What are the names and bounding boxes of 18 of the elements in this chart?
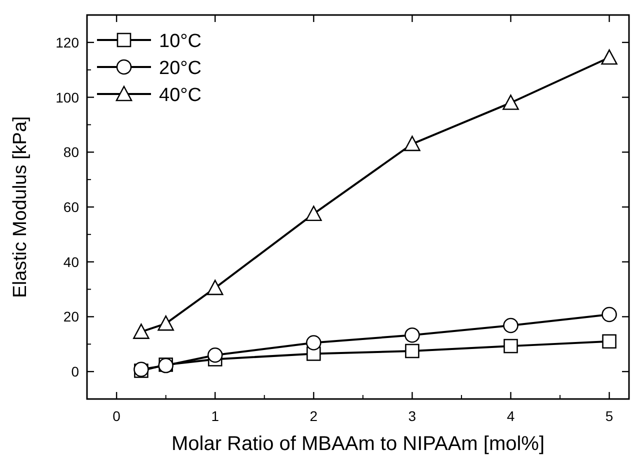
y-tick-label: 0 — [71, 364, 80, 380]
y-tick-label: 120 — [56, 34, 80, 50]
y-tick-label: 80 — [63, 144, 80, 160]
x-tick-label: 1 — [211, 408, 220, 424]
legend-label: 20°C — [159, 58, 202, 79]
y-axis-title: Elastic Modulus [kPa] — [10, 116, 31, 298]
x-tick-label: 0 — [112, 408, 121, 424]
legend-label: 40°C — [159, 85, 202, 106]
y-tick-label: 20 — [63, 308, 80, 325]
x-tick-label: 5 — [605, 408, 614, 424]
x-tick-label: 2 — [310, 408, 318, 424]
x-axis-title: Molar Ratio of MBAAm to NIPAAm [mol%] — [171, 433, 545, 455]
y-tick-label: 100 — [56, 89, 80, 106]
legend-label: 10°C — [159, 31, 202, 52]
y-tick-label: 60 — [63, 199, 80, 215]
y-tick-label: 40 — [63, 254, 80, 270]
x-tick-label: 4 — [506, 408, 515, 424]
x-tick-label: 3 — [408, 408, 416, 424]
